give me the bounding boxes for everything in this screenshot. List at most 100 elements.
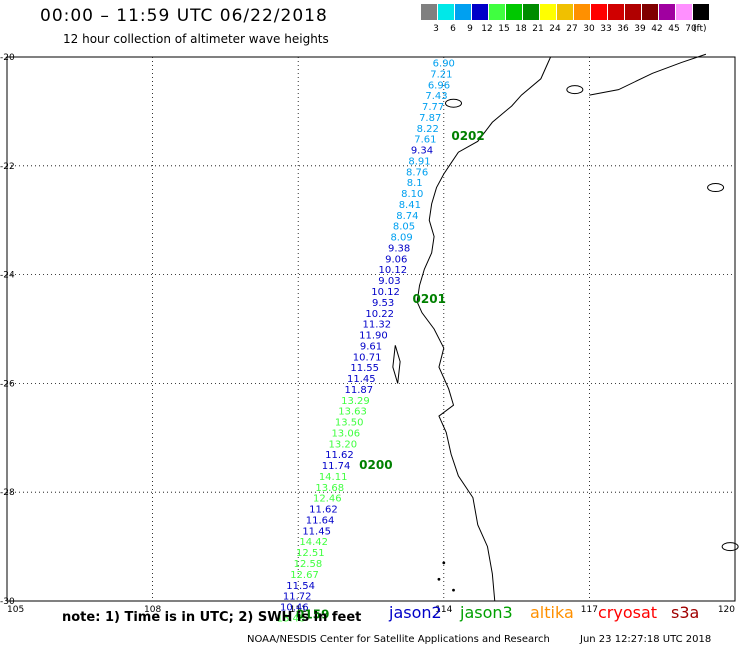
- swh-value: 9.34: [411, 146, 433, 157]
- swh-value: 11.62: [325, 450, 354, 461]
- lat-label: -28: [0, 488, 15, 498]
- swh-value: 8.41: [399, 200, 421, 211]
- island-dot: [452, 588, 455, 592]
- swh-value: 9.03: [378, 276, 400, 287]
- legend-swatch: [506, 4, 522, 20]
- lat-label: -26: [0, 379, 15, 389]
- swh-value: 11.64: [306, 515, 335, 526]
- swh-value: 11.32: [363, 320, 392, 331]
- time-mark: 0159: [296, 608, 329, 622]
- legend-swatch: [591, 4, 607, 20]
- island: [707, 183, 725, 193]
- satellite-jason3: jason3: [460, 603, 513, 622]
- swh-value: 11.87: [345, 385, 374, 396]
- swh-value: 8.09: [390, 233, 412, 244]
- coastline: [416, 56, 552, 602]
- lon-label: 114: [435, 605, 452, 615]
- legend-label: 6: [450, 24, 456, 34]
- swh-value: 10.22: [365, 309, 394, 320]
- legend-label: 9: [467, 24, 473, 34]
- swh-value: 10.71: [353, 352, 382, 363]
- swh-value: 12.51: [296, 548, 325, 559]
- swh-value: 11.74: [322, 461, 351, 472]
- swh-value: 8.1: [407, 178, 423, 189]
- legend-label: 30: [583, 24, 595, 34]
- legend-swatch: [540, 4, 556, 20]
- island: [445, 98, 463, 108]
- legend-swatch: [659, 4, 675, 20]
- legend-swatch: [676, 4, 692, 20]
- legend-label: 12: [481, 24, 493, 34]
- generated-timestamp: Jun 23 12:27:18 UTC 2018: [580, 634, 712, 645]
- swh-value: 8.05: [393, 222, 415, 233]
- legend-swatch: [557, 4, 573, 20]
- swh-value: 13.06: [331, 428, 360, 439]
- swh-value: 8.22: [417, 124, 439, 135]
- lon-label: 108: [144, 605, 161, 615]
- legend-unit: (ft): [693, 24, 707, 34]
- credit-text: NOAA/NESDIS Center for Satellite Applica…: [247, 634, 550, 645]
- satellite-jason2: jason2: [389, 603, 442, 622]
- swh-value: 11.45: [347, 374, 376, 385]
- legend-swatch: [625, 4, 641, 20]
- swh-value: 8.76: [406, 167, 428, 178]
- swh-value: 14.11: [319, 472, 348, 483]
- swh-value: 13.68: [315, 483, 344, 494]
- legend-swatch: [438, 4, 454, 20]
- lon-label: 120: [718, 605, 735, 615]
- island: [566, 85, 584, 95]
- swh-value: 12.67: [290, 570, 319, 581]
- swh-value: 11.55: [350, 363, 379, 374]
- swh-value: 13.63: [338, 407, 367, 418]
- lat-label: -24: [0, 271, 15, 281]
- legend-label: 42: [651, 24, 663, 34]
- lon-label: 117: [581, 605, 598, 615]
- swh-value: 11.62: [309, 505, 338, 516]
- time-mark: 0200: [359, 458, 392, 472]
- swh-value: 8.74: [396, 211, 418, 222]
- swh-value: 7.87: [419, 113, 441, 124]
- lon-label: 105: [7, 605, 24, 615]
- legend-swatch: [421, 4, 437, 20]
- coastline: [589, 53, 707, 96]
- swh-value: 8.91: [408, 156, 430, 167]
- legend-swatch: [574, 4, 590, 20]
- swh-value: 9.38: [388, 243, 410, 254]
- swh-value: 11.45: [302, 526, 331, 537]
- swh-value: 6.90: [433, 59, 455, 70]
- swh-value: 11.54: [286, 581, 315, 592]
- swh-value: 9.61: [360, 341, 382, 352]
- legend-label: 18: [515, 24, 527, 34]
- legend-swatch: [642, 4, 658, 20]
- legend-label: 21: [532, 24, 544, 34]
- legend-label: 70: [685, 24, 697, 34]
- swh-value: 13.48: [277, 613, 306, 624]
- map-subtitle: 12 hour collection of altimeter wave hei…: [63, 32, 329, 46]
- swh-value: 10.46: [280, 603, 309, 614]
- island-dot: [437, 577, 441, 581]
- swh-value: 9.06: [385, 254, 407, 265]
- swh-value: 10.12: [379, 265, 408, 276]
- swh-value: 13.29: [341, 396, 370, 407]
- legend-swatch: [693, 4, 709, 20]
- island: [392, 345, 401, 384]
- legend-label: 36: [617, 24, 629, 34]
- legend-label: 39: [634, 24, 646, 34]
- legend-label: 45: [668, 24, 680, 34]
- island: [721, 542, 739, 552]
- swh-value: 7.61: [414, 135, 436, 146]
- island-dot: [442, 561, 446, 565]
- lat-label: -30: [0, 597, 15, 607]
- footer-note: note: 1) Time is in UTC; 2) SWH is in fe…: [62, 610, 362, 625]
- legend-label: 27: [566, 24, 578, 34]
- legend-label: 3: [433, 24, 439, 34]
- swh-value: 14.42: [299, 537, 328, 548]
- swh-value: 13.50: [335, 418, 364, 429]
- legend-label: 33: [600, 24, 612, 34]
- time-mark: 0201: [413, 292, 446, 306]
- satellite-s3a: s3a: [671, 603, 700, 622]
- swh-value: 8.10: [401, 189, 423, 200]
- lat-label: -20: [0, 53, 15, 63]
- swh-value: 7.77: [422, 102, 444, 113]
